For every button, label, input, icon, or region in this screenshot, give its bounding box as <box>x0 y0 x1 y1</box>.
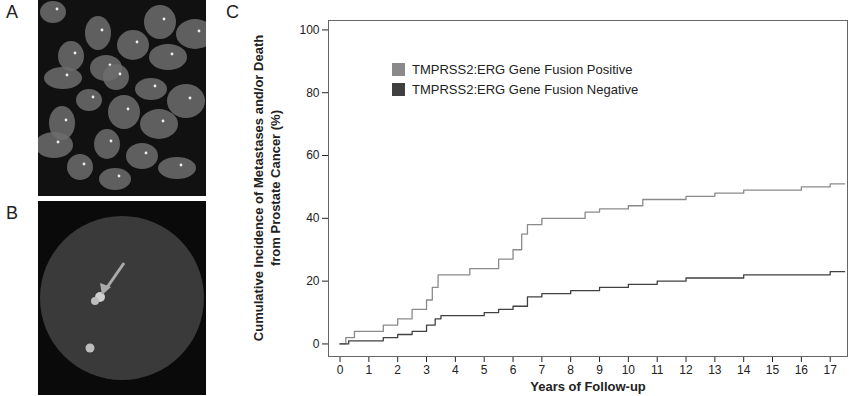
svg-text:10: 10 <box>622 363 636 377</box>
html-text:A: A <box>6 2 18 22</box>
svg-text:16: 16 <box>795 363 809 377</box>
svg-text:14: 14 <box>737 363 751 377</box>
svg-text:11: 11 <box>651 363 664 377</box>
svg-text:15: 15 <box>766 363 780 377</box>
svg-text:17: 17 <box>824 363 838 377</box>
svg-text:8: 8 <box>567 363 574 377</box>
svg-text:1: 1 <box>366 363 373 377</box>
svg-text:40: 40 <box>306 211 320 225</box>
svg-text:3: 3 <box>423 363 430 377</box>
svg-text:0: 0 <box>313 337 320 351</box>
html-text:TMPRSS2:ERG Gene Fusion Positi: TMPRSS2:ERG Gene Fusion Positive <box>412 62 633 77</box>
svg-text:7: 7 <box>539 363 546 377</box>
svg-text:2: 2 <box>394 363 401 377</box>
svg-text:6: 6 <box>510 363 517 377</box>
svg-text:5: 5 <box>481 363 488 377</box>
svg-text:60: 60 <box>306 148 320 162</box>
html-text:TMPRSS2:ERG Gene Fusion Negati: TMPRSS2:ERG Gene Fusion Negative <box>412 82 639 97</box>
svg-text:9: 9 <box>596 363 603 377</box>
html-text:B: B <box>6 203 18 223</box>
svg-text:20: 20 <box>306 274 320 288</box>
svg-text:Years of Follow-up: Years of Follow-up <box>530 379 646 394</box>
svg-text:4: 4 <box>452 363 459 377</box>
svg-text:0: 0 <box>337 363 344 377</box>
html-text:Cumulative Incidence of Metast: Cumulative Incidence of Metastases and/o… <box>251 34 283 342</box>
svg-text:80: 80 <box>306 86 320 100</box>
svg-text:13: 13 <box>708 363 722 377</box>
svg-text:12: 12 <box>679 363 693 377</box>
svg-text:100: 100 <box>299 23 319 37</box>
html-text:C: C <box>226 2 239 22</box>
